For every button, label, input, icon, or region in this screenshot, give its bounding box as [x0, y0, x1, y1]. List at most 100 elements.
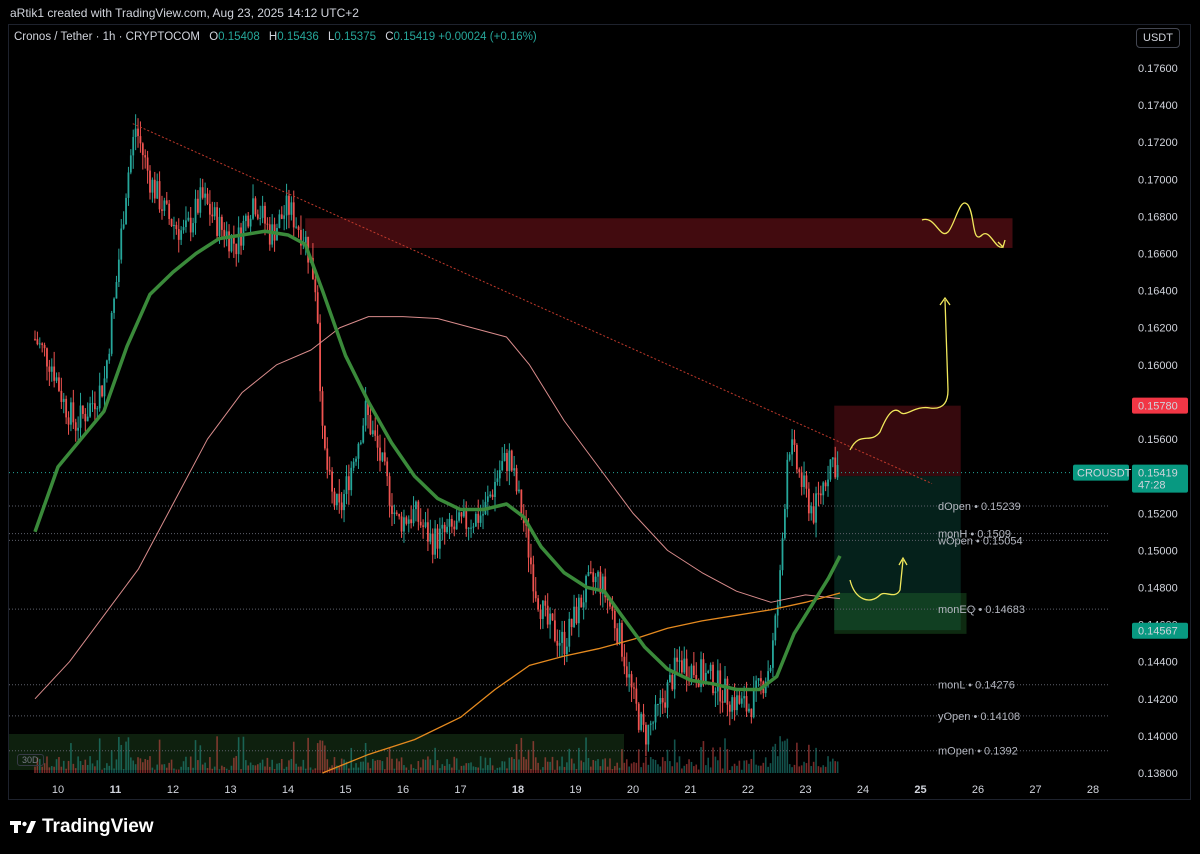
candle-body: [247, 215, 250, 227]
candle-body: [122, 224, 125, 229]
candle-body: [599, 571, 602, 594]
candle-body: [316, 292, 319, 323]
candle-body: [415, 501, 417, 510]
volume-bar: [829, 761, 832, 773]
candle-body: [268, 224, 271, 245]
volume-bar: [125, 741, 127, 773]
level-label-mOpen: mOpen • 0.1392: [938, 746, 1018, 758]
volume-bar: [625, 759, 628, 773]
volume-bar: [302, 759, 305, 773]
volume-bar: [307, 737, 309, 773]
volume-bar: [654, 759, 657, 773]
volume-bar: [788, 764, 791, 773]
volume-bar: [544, 757, 547, 773]
volume-bar: [628, 766, 630, 773]
volume-layer: [34, 736, 839, 773]
time-tick: 28: [1087, 784, 1099, 796]
volume-bar: [820, 767, 822, 773]
candle-body: [201, 187, 204, 198]
chart-frame[interactable]: [8, 24, 1191, 800]
tradingview-logo[interactable]: TradingView: [10, 816, 154, 838]
candle-body: [470, 527, 472, 529]
candle-body: [800, 472, 803, 487]
volume-bar: [659, 766, 662, 773]
candle-body: [630, 674, 633, 688]
candle-body: [659, 698, 662, 704]
volume-bar: [187, 767, 190, 773]
candle-body: [685, 658, 688, 679]
candle-body: [103, 378, 106, 397]
candle-body: [58, 377, 60, 391]
volume-bar: [791, 767, 793, 773]
candle-body: [347, 476, 350, 491]
volume-bar: [62, 760, 65, 773]
last-symbol-tag-bg: [1073, 464, 1129, 481]
volume-bar: [506, 768, 508, 773]
volume-bar: [192, 767, 194, 773]
volume-bar: [594, 760, 597, 773]
candle-body: [381, 452, 384, 461]
volume-bar: [740, 769, 743, 773]
candle-body: [211, 214, 214, 217]
candle-body: [697, 681, 700, 687]
volume-bar: [316, 743, 319, 773]
volume-bar: [304, 768, 307, 773]
candle-body: [427, 522, 429, 542]
currency-button[interactable]: USDT: [1136, 28, 1180, 48]
volume-bar: [561, 756, 563, 773]
volume-bar: [48, 767, 51, 773]
volume-bar: [609, 758, 611, 773]
volume-bar: [292, 741, 295, 773]
candle-body: [319, 322, 322, 392]
candle-body: [755, 680, 758, 689]
candle-body: [652, 722, 655, 724]
volume-bar: [764, 757, 767, 773]
volume-bar: [815, 747, 817, 773]
candle-body: [757, 678, 760, 681]
ema-green-line: [33, 229, 842, 692]
volume-bar: [467, 763, 470, 773]
volume-bar: [714, 756, 717, 773]
candle-body: [369, 415, 372, 435]
volume-bar: [460, 765, 463, 773]
candle-body: [834, 457, 837, 478]
volume-bar: [721, 768, 724, 773]
volume-period-badge[interactable]: 30D: [17, 754, 44, 766]
time-tick: 25: [914, 784, 926, 796]
volume-bar: [118, 736, 120, 773]
volume-bar: [635, 762, 638, 773]
last-symbol-tag: CROUSDT: [1077, 468, 1132, 480]
volume-bar: [570, 758, 573, 773]
volume-bar: [520, 737, 523, 773]
volume-bar: [592, 760, 595, 773]
candle-body: [314, 279, 317, 293]
candle-body: [450, 518, 453, 527]
trendline: [132, 123, 933, 485]
open-label: O: [209, 31, 219, 43]
volume-bar: [326, 759, 329, 773]
candle-body: [333, 491, 336, 506]
candle-body: [518, 489, 520, 492]
volume-bar: [649, 757, 652, 773]
candle-body: [805, 475, 808, 489]
volume-bar: [637, 749, 640, 773]
ma-orange-line: [322, 592, 841, 774]
level-label-wOpen: wOpen • 0.15054: [937, 535, 1023, 547]
candle-body: [530, 557, 532, 565]
symbol-name[interactable]: Cronos / Tether · 1h · CRYPTOCOM: [14, 31, 200, 43]
candle-body: [153, 179, 156, 199]
candle-body: [604, 576, 607, 598]
candle-body: [453, 526, 456, 530]
volume-bar: [683, 765, 686, 773]
candle-body: [208, 203, 211, 215]
candle-body: [55, 377, 58, 381]
candle-body: [817, 493, 820, 495]
close-value: 0.15419: [393, 31, 436, 43]
volume-bar: [808, 744, 810, 773]
time-tick: 16: [397, 784, 409, 796]
candle-body: [791, 439, 793, 455]
volume-bar: [194, 740, 197, 773]
volume-bar: [144, 759, 147, 773]
candle-body: [278, 214, 281, 228]
